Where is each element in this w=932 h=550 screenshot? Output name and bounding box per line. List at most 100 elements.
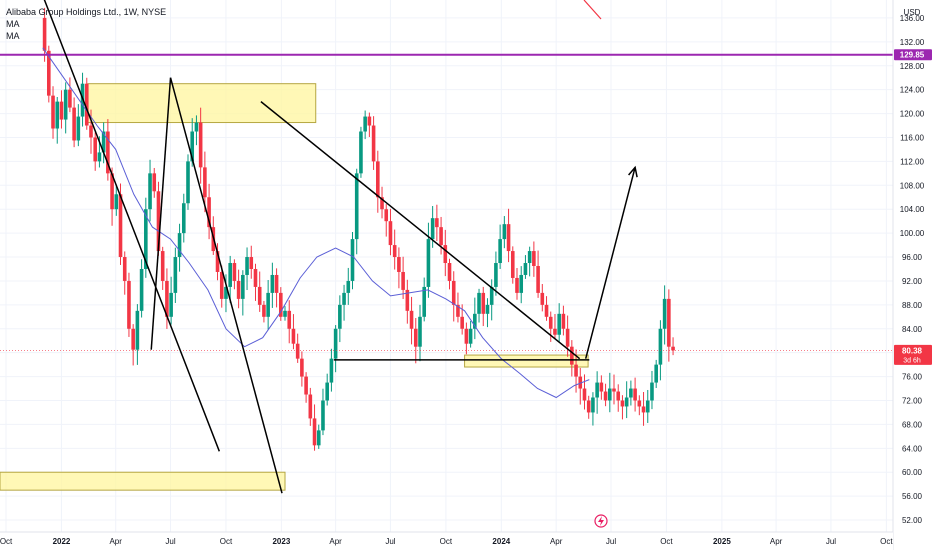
- candle-body: [139, 268, 144, 311]
- candle-body: [439, 227, 443, 246]
- trendline: [169, 77, 283, 494]
- x-tick-label: Oct: [220, 537, 233, 546]
- indicator-ma-2[interactable]: MA: [6, 31, 20, 41]
- candle-body: [498, 239, 502, 264]
- candle-body: [645, 400, 650, 413]
- candle-body: [135, 310, 140, 350]
- price-label-bg: [894, 49, 932, 61]
- candle-body: [473, 313, 477, 329]
- candle-body: [409, 310, 414, 329]
- y-tick-label: 124.00: [900, 86, 925, 95]
- candle-body: [629, 388, 633, 398]
- candle-body: [671, 346, 675, 351]
- candle-body: [591, 397, 595, 413]
- y-tick-label: 136.00: [900, 14, 925, 23]
- y-tick-label: 96.00: [902, 253, 923, 262]
- zone-rect: [0, 471, 286, 491]
- candle-body: [55, 101, 60, 129]
- y-tick-label: 108.00: [900, 181, 925, 190]
- candle-body: [607, 388, 612, 401]
- candle-body: [198, 122, 203, 168]
- y-tick-label: 112.00: [900, 157, 924, 166]
- candle-body: [422, 286, 427, 317]
- candle-body: [464, 328, 469, 344]
- candle-body: [595, 382, 599, 398]
- candle-body: [510, 251, 515, 278]
- candles: [42, 7, 675, 451]
- grid-lines: [0, 0, 893, 532]
- candle-body: [418, 316, 422, 347]
- candle-body: [51, 95, 55, 129]
- candle-body: [620, 400, 625, 407]
- candle-body: [232, 263, 237, 281]
- candle-body: [515, 277, 519, 293]
- candle-body: [376, 161, 380, 198]
- candle-body: [570, 346, 574, 365]
- candle-body: [633, 388, 637, 401]
- candle-body: [249, 257, 254, 269]
- candle-body: [527, 251, 532, 264]
- candle-body: [502, 224, 507, 240]
- candle-body: [380, 197, 384, 210]
- candle-body: [144, 209, 148, 269]
- x-tick-label: Oct: [660, 537, 673, 546]
- candle-body: [371, 125, 376, 162]
- candle-body: [186, 161, 190, 204]
- candle-body: [553, 328, 557, 335]
- candle-body: [68, 89, 72, 108]
- x-tick-label: Oct: [0, 537, 13, 546]
- candle-body: [190, 131, 195, 162]
- candle-body: [489, 286, 494, 305]
- candle-body: [59, 101, 64, 120]
- candle-body: [536, 266, 540, 293]
- candle-body: [114, 194, 119, 210]
- candle-body: [152, 173, 157, 192]
- y-tick-label: 120.00: [900, 110, 925, 119]
- y-tick-label: 132.00: [900, 38, 925, 47]
- candle-body: [329, 358, 334, 383]
- candle-body: [93, 137, 98, 162]
- candle-body: [97, 152, 102, 162]
- zone-rect: [87, 83, 317, 124]
- candle-body: [181, 203, 186, 234]
- candle-body: [641, 406, 646, 413]
- candle-body: [169, 292, 173, 317]
- x-tick-label: Apr: [109, 537, 122, 546]
- candle-body: [494, 263, 498, 287]
- price-axis-bg: [893, 0, 932, 550]
- indicator-ma-1[interactable]: MA: [6, 19, 20, 29]
- trendline: [43, 0, 221, 452]
- candle-body: [561, 313, 566, 329]
- trendline: [260, 101, 581, 360]
- price-label: 80.38: [902, 346, 923, 355]
- zones: [0, 83, 589, 491]
- currency-label: USD: [904, 8, 921, 17]
- x-tick-label: Apr: [770, 537, 783, 546]
- x-tick-label: Jul: [606, 537, 616, 546]
- projection-arrow: [584, 167, 636, 359]
- candle-body: [207, 197, 211, 228]
- candle-body: [342, 292, 346, 305]
- candle-body: [295, 343, 300, 359]
- candle-body: [481, 292, 486, 314]
- x-tick-label: Jul: [165, 537, 175, 546]
- candle-body: [447, 263, 452, 281]
- y-tick-label: 88.00: [902, 301, 923, 310]
- candle-body: [101, 131, 106, 153]
- ma-line: [42, 47, 590, 399]
- candle-body: [443, 245, 448, 264]
- candle-body: [468, 328, 473, 344]
- candle-body: [215, 251, 220, 272]
- trendlines: [43, 0, 590, 494]
- candle-body: [359, 131, 363, 174]
- x-tick-label: 2023: [272, 537, 290, 546]
- price-label-bg: [894, 344, 932, 365]
- x-tick-label: 2022: [53, 537, 71, 546]
- candle-body: [312, 418, 317, 446]
- candle-body: [177, 233, 182, 258]
- candle-body: [586, 400, 591, 413]
- candle-body: [278, 292, 283, 317]
- y-tick-label: 72.00: [902, 396, 923, 405]
